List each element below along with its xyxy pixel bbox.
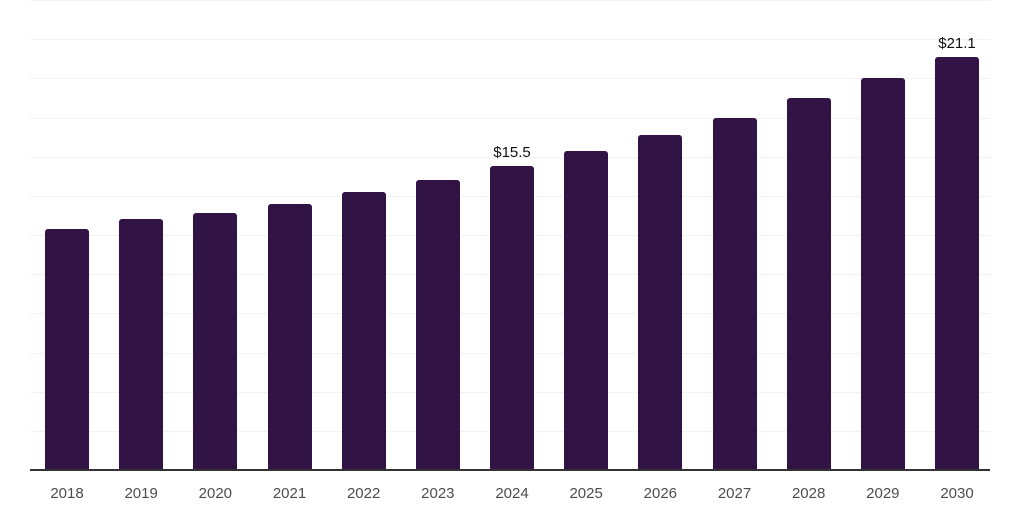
bar-2024[interactable] [490, 166, 534, 470]
x-tick-label-2019: 2019 [124, 485, 158, 502]
x-tick-label-2024: 2024 [495, 485, 529, 502]
gridline [30, 117, 990, 119]
bar-2020[interactable] [193, 213, 238, 470]
bar-value-label-2024: $15.5 [493, 144, 531, 162]
bar-2026[interactable] [638, 135, 683, 470]
x-tick-label-2022: 2022 [346, 485, 381, 502]
bar-2018[interactable] [45, 229, 89, 470]
bar-2029[interactable] [860, 78, 905, 470]
bar-2027[interactable] [712, 117, 757, 470]
bar-2022[interactable] [341, 191, 386, 470]
x-tick-label-2027: 2027 [717, 485, 752, 502]
plot-area: $15.5 $21.1 [30, 0, 990, 471]
gridline [30, 0, 990, 1]
x-tick-label-2021: 2021 [272, 485, 307, 502]
bar-2030[interactable] [935, 56, 979, 470]
x-tick-label-2018: 2018 [50, 485, 84, 502]
x-tick-label-2026: 2026 [643, 485, 678, 502]
gridline [30, 39, 990, 41]
x-tick-label-2020: 2020 [198, 485, 233, 502]
x-axis-line [30, 469, 990, 471]
gridline [30, 156, 990, 158]
bar-2019[interactable] [119, 219, 164, 470]
gridline [30, 78, 990, 80]
bar-value-label-2030: $21.1 [938, 34, 976, 52]
x-tick-label-2025: 2025 [569, 485, 603, 502]
bar-2023[interactable] [415, 180, 460, 470]
x-tick-label-2029: 2029 [866, 485, 900, 502]
x-tick-label-2030: 2030 [940, 485, 974, 502]
bar-2025[interactable] [564, 150, 609, 470]
bar-2021[interactable] [267, 203, 312, 470]
x-tick-label-2028: 2028 [791, 485, 826, 502]
x-tick-label-2023: 2023 [421, 485, 455, 502]
bar-2028[interactable] [786, 97, 831, 470]
